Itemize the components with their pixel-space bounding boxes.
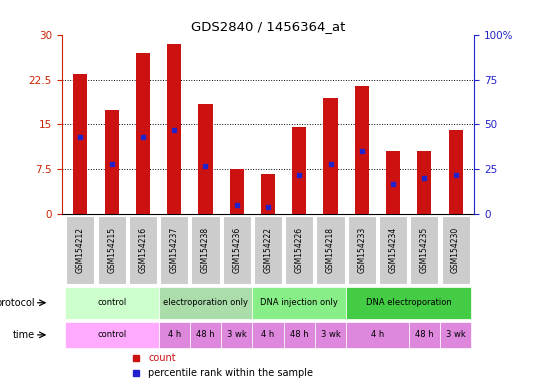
Text: GSM154226: GSM154226	[295, 227, 304, 273]
Text: count: count	[148, 353, 176, 363]
Bar	[442, 216, 470, 284]
Bar	[285, 216, 314, 284]
Text: GSM154238: GSM154238	[201, 227, 210, 273]
Text: 48 h: 48 h	[415, 330, 434, 339]
Bar	[198, 104, 212, 214]
Text: GSM154233: GSM154233	[358, 227, 366, 273]
Bar	[159, 321, 190, 348]
Text: GSM154218: GSM154218	[326, 227, 335, 273]
Text: DNA electroporation: DNA electroporation	[366, 298, 451, 307]
Bar	[160, 216, 188, 284]
Text: 48 h: 48 h	[196, 330, 215, 339]
Bar	[348, 216, 376, 284]
Text: GSM154230: GSM154230	[451, 227, 460, 273]
Bar	[409, 321, 440, 348]
Text: 3 wk: 3 wk	[321, 330, 340, 339]
Text: protocol: protocol	[0, 298, 35, 308]
Text: GSM154236: GSM154236	[232, 227, 241, 273]
Bar	[252, 286, 346, 319]
Bar	[129, 216, 157, 284]
Bar	[191, 216, 220, 284]
Bar	[315, 321, 346, 348]
Text: time: time	[13, 330, 35, 340]
Bar	[252, 321, 284, 348]
Text: 4 h: 4 h	[262, 330, 274, 339]
Bar	[105, 109, 118, 214]
Text: percentile rank within the sample: percentile rank within the sample	[148, 368, 314, 378]
Text: GSM154215: GSM154215	[107, 227, 116, 273]
Text: GSM154216: GSM154216	[138, 227, 147, 273]
Bar	[66, 216, 94, 284]
Text: GSM154237: GSM154237	[170, 227, 178, 273]
Text: GDS2840 / 1456364_at: GDS2840 / 1456364_at	[191, 20, 345, 33]
Text: 48 h: 48 h	[290, 330, 309, 339]
Text: control: control	[97, 298, 126, 307]
Text: control: control	[97, 330, 126, 339]
Bar	[346, 321, 409, 348]
Bar	[316, 216, 345, 284]
Bar	[386, 151, 400, 214]
Bar	[379, 216, 407, 284]
Text: DNA injection only: DNA injection only	[260, 298, 338, 307]
Bar	[292, 127, 306, 214]
Text: 4 h: 4 h	[168, 330, 181, 339]
Text: GSM154222: GSM154222	[264, 227, 272, 273]
Bar	[222, 216, 251, 284]
Bar	[65, 321, 159, 348]
Bar	[449, 131, 463, 214]
Text: GSM154235: GSM154235	[420, 227, 429, 273]
Bar	[355, 86, 369, 214]
Text: 3 wk: 3 wk	[446, 330, 465, 339]
Bar	[410, 216, 438, 284]
Bar	[167, 43, 181, 214]
Text: 4 h: 4 h	[371, 330, 384, 339]
Bar	[190, 321, 221, 348]
Text: GSM154234: GSM154234	[389, 227, 398, 273]
Bar	[221, 321, 252, 348]
Bar	[136, 53, 150, 214]
Bar	[98, 216, 126, 284]
Bar	[65, 286, 159, 319]
Text: electroporation only: electroporation only	[163, 298, 248, 307]
Bar	[346, 286, 471, 319]
Bar	[440, 321, 471, 348]
Bar	[324, 98, 338, 214]
Bar	[73, 73, 87, 214]
Bar	[284, 321, 315, 348]
Bar	[230, 169, 244, 214]
Bar	[159, 286, 252, 319]
Text: GSM154212: GSM154212	[76, 227, 85, 273]
Text: 3 wk: 3 wk	[227, 330, 247, 339]
Bar	[418, 151, 431, 214]
Bar	[261, 174, 275, 214]
Bar	[254, 216, 282, 284]
